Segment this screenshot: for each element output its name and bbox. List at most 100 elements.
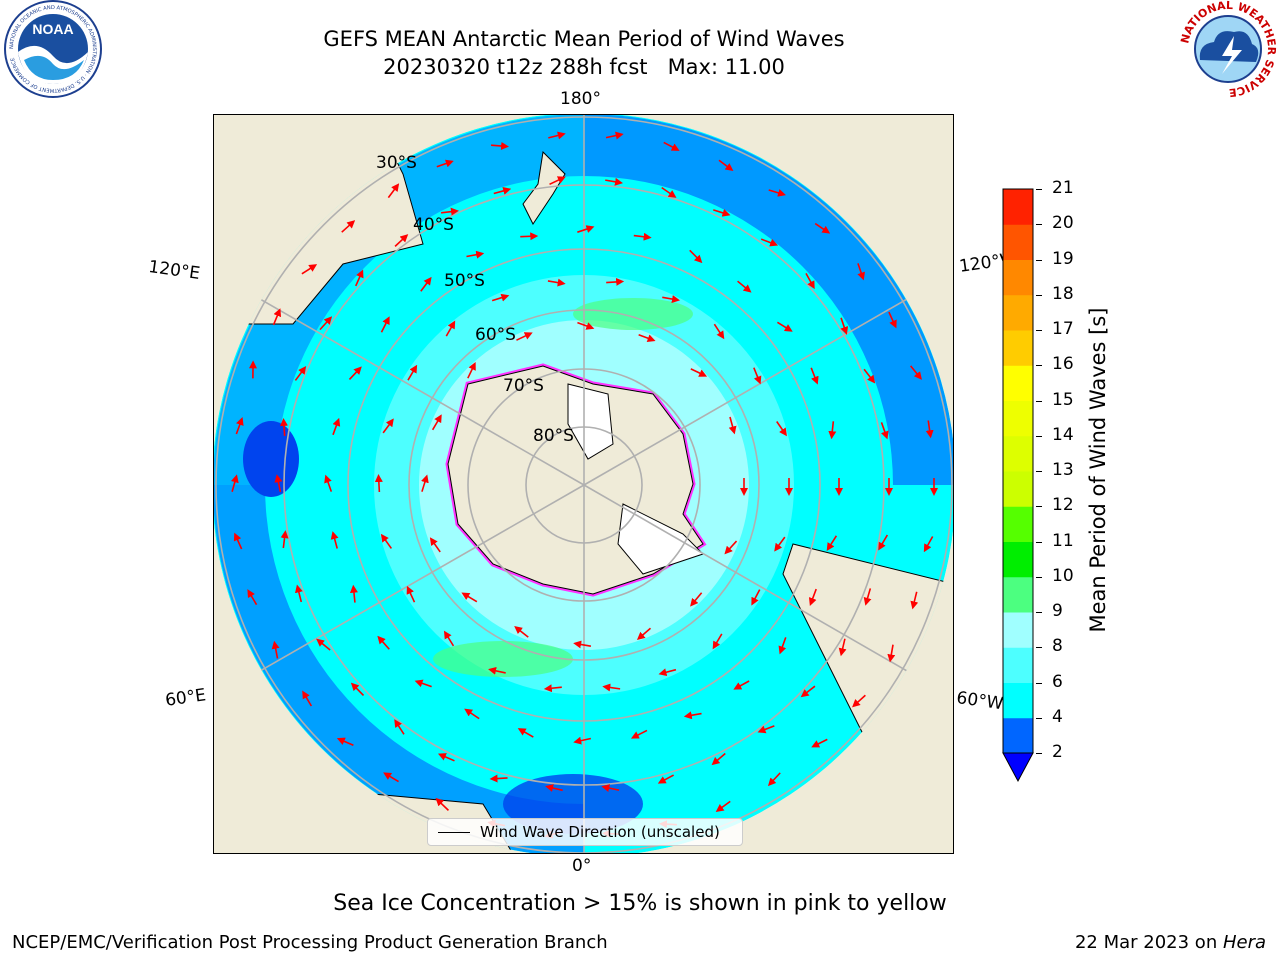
wind-wave-arrow (690, 368, 708, 377)
wind-wave-arrow (923, 536, 934, 553)
lat-label-40s: 40°S (413, 215, 454, 235)
band-high-lat (584, 114, 954, 485)
wind-wave-arrow (630, 729, 648, 739)
wind-wave-arrow (768, 188, 786, 197)
colorbar-tick-mark (1036, 400, 1042, 402)
lon-label-60e: 60°E (164, 685, 208, 711)
wind-wave-arrow (713, 323, 725, 340)
machine-name: Hera (1222, 932, 1266, 953)
colorbar-segment (1003, 435, 1033, 472)
wind-wave-arrow (491, 141, 510, 150)
ross-ice-shelf (567, 383, 614, 460)
colorbar-tick-label: 15 (1052, 389, 1074, 410)
colorbar-tick-label: 21 (1052, 178, 1074, 198)
lat-label-30s: 30°S (376, 153, 417, 173)
wind-wave-arrow (638, 333, 656, 342)
wind-wave-arrow (247, 589, 258, 606)
wind-wave-arrow (383, 772, 399, 783)
wind-wave-arrow (657, 774, 675, 784)
wind-wave-arrow (414, 679, 432, 688)
lat-label-60s: 60°S (475, 325, 516, 345)
colorbar-tick-mark (1036, 365, 1042, 367)
colorbar-segment (1003, 717, 1033, 754)
wind-wave-arrow (776, 421, 787, 437)
higher-period-patch-2 (433, 641, 573, 677)
colorbar-tick-label: 18 (1052, 283, 1074, 304)
colorbar-tick-label: 4 (1052, 706, 1063, 727)
wind-wave-arrow (810, 367, 819, 385)
wind-wave-arrow (577, 225, 595, 233)
legend-line-swatch (438, 831, 470, 833)
wind-wave-arrow (658, 668, 677, 677)
colorbar-tick-mark (1036, 647, 1042, 649)
polar-map: 30°S 40°S 50°S 60°S 70°S 80°S (213, 114, 954, 854)
wind-wave-arrow (467, 361, 476, 379)
wind-wave-arrow (294, 365, 307, 381)
wind-wave-arrow (235, 417, 244, 435)
wind-wave-arrow (514, 625, 529, 638)
wind-wave-arrow (814, 222, 831, 234)
wind-wave-arrow (852, 694, 866, 708)
wind-wave-arrow (387, 183, 400, 199)
colorbar-segment (1003, 294, 1033, 331)
wind-wave-arrow (491, 293, 510, 302)
colorbar-tick-mark (1036, 612, 1042, 613)
chart-title-line1: GEFS MEAN Antarctic Mean Period of Wind … (323, 27, 845, 51)
wind-wave-arrow (436, 159, 454, 168)
colorbar-tick-mark (1036, 576, 1042, 578)
wind-wave-arrow (840, 317, 849, 335)
wind-wave-arrow (715, 800, 731, 812)
wind-wave-arrow (431, 414, 442, 431)
wind-wave-arrow (464, 708, 480, 720)
wind-wave-arrow (543, 684, 562, 693)
wind-wave-arrow (767, 772, 781, 787)
wind-wave-arrow (689, 249, 703, 264)
wind-wave-arrow (910, 591, 919, 610)
wind-wave-arrow (712, 633, 723, 650)
colorbar-segment (1003, 365, 1033, 401)
lat-label-50s: 50°S (444, 271, 485, 291)
colorbar-tick-label: 11 (1052, 530, 1074, 551)
wind-wave-arrow (348, 366, 362, 380)
nws-logo: NATIONAL WEATHER SERVICE (1178, 0, 1278, 99)
wind-wave-arrow (517, 728, 534, 738)
higher-period-patch (573, 298, 693, 330)
wind-wave-arrow (341, 220, 356, 233)
wind-wave-arrow (602, 683, 621, 692)
wind-wave-arrow (279, 417, 288, 436)
wind-wave-arrow (272, 308, 282, 326)
colorbar-segment (1003, 647, 1033, 683)
colorbar-segment (1003, 506, 1033, 542)
colorbar-tick-mark (1036, 330, 1042, 331)
colorbar-tick-mark (1036, 753, 1042, 754)
noaa-logo: NOAA NATIONAL OCEANIC AND ATMOSPHERIC AD… (4, 0, 102, 98)
wind-wave-arrow (863, 368, 876, 384)
wind-wave-arrow (545, 784, 563, 792)
colorbar-tick-label: 2 (1052, 742, 1063, 762)
wind-wave-arrow (662, 295, 680, 303)
wind-wave-arrow (683, 711, 702, 720)
wind-wave-arrow (441, 207, 459, 216)
colorbar-tick-mark (1036, 541, 1042, 543)
wind-wave-arrow (728, 416, 737, 435)
sea-ice-note: Sea Ice Concentration > 15% is shown in … (333, 891, 947, 916)
wind-wave-arrow (355, 269, 364, 287)
wind-wave-arrow (753, 367, 762, 385)
wind-wave-arrow (857, 263, 865, 281)
wind-wave-arrow (420, 276, 432, 292)
wind-wave-arrow (776, 321, 793, 332)
colorbar-tick-label: 17 (1052, 319, 1074, 339)
wind-wave-arrow (751, 589, 761, 606)
wind-wave-arrow (713, 209, 731, 217)
wind-wave-arrow (910, 365, 922, 380)
colorbar-tick-label: 9 (1052, 601, 1063, 621)
chart-title-line2: 20230320 t12z 288h fcst Max: 11.00 (383, 55, 785, 79)
colorbar-tick-label: 19 (1052, 248, 1074, 269)
wind-wave-arrow (811, 738, 828, 748)
wind-wave-arrow (690, 592, 703, 607)
colorbar-tick-mark (1036, 294, 1042, 296)
colorbar-tick-label: 10 (1052, 565, 1074, 586)
wind-wave-arrow (493, 187, 512, 195)
wind-wave-arrow (888, 311, 897, 329)
wind-wave-arrow (301, 264, 318, 275)
